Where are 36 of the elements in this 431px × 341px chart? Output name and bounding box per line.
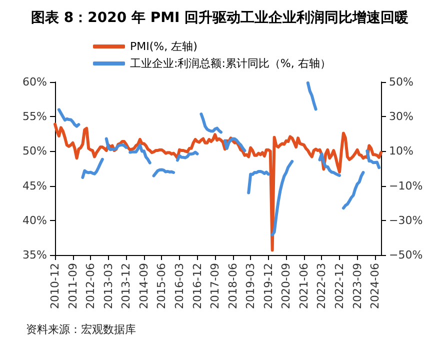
x-tick-label: 2013-12 — [120, 263, 133, 309]
x-tick-label: 2012-06 — [84, 263, 98, 309]
x-tick-label: 2024-06 — [368, 263, 382, 309]
y-tick-label: 45% — [22, 179, 47, 192]
y-tick-label: 40% — [22, 214, 47, 227]
legend-label: 工业企业:利润总额:累计同比（%, 右轴） — [130, 57, 331, 70]
x-tick-label: 2019-12 — [262, 263, 275, 309]
x-tick-label: 2014-09 — [137, 263, 150, 309]
x-tick-label: 2022-03 — [315, 263, 328, 309]
x-tick-label: 2022-12 — [333, 263, 346, 309]
legend-label: PMI(%, 左轴) — [130, 40, 198, 53]
x-tick-label: 2016-03 — [172, 263, 186, 309]
x-tick-label: 2015-06 — [155, 263, 168, 309]
y2-tick-label: −10% — [389, 179, 423, 192]
x-tick-label: 2023-09 — [350, 263, 364, 309]
x-tick-label: 2016-12 — [190, 263, 204, 309]
x-tick-label: 2011-09 — [66, 263, 80, 309]
y2-tick-label: 10% — [389, 144, 414, 158]
y-tick-label: 50% — [22, 144, 47, 158]
x-tick-label: 2018-06 — [226, 263, 240, 309]
y2-tick-label: 30% — [389, 110, 414, 124]
x-tick-label: 2019-03 — [244, 263, 258, 309]
y-tick-label: 60% — [22, 76, 47, 88]
x-tick-label: 2021-06 — [297, 263, 310, 309]
x-tick-label: 2017-09 — [208, 263, 222, 309]
x-tick-label: 2013-03 — [102, 263, 115, 309]
x-tick-label: 2010-12 — [48, 263, 62, 309]
y-tick-label: 55% — [22, 110, 47, 124]
y2-tick-label: −30% — [389, 214, 423, 227]
y2-tick-label: 50% — [389, 76, 414, 88]
x-tick-label: 2020-09 — [280, 263, 293, 309]
text: 资料来源：宏观数据库 — [26, 323, 136, 336]
line-series — [54, 122, 382, 252]
y-tick-label: 35% — [22, 248, 47, 262]
chart-title: 图表 8：2020 年 PMI 回升驱动工业企业利润同比增速回暖 — [31, 9, 409, 26]
y2-tick-label: −50% — [389, 248, 423, 262]
